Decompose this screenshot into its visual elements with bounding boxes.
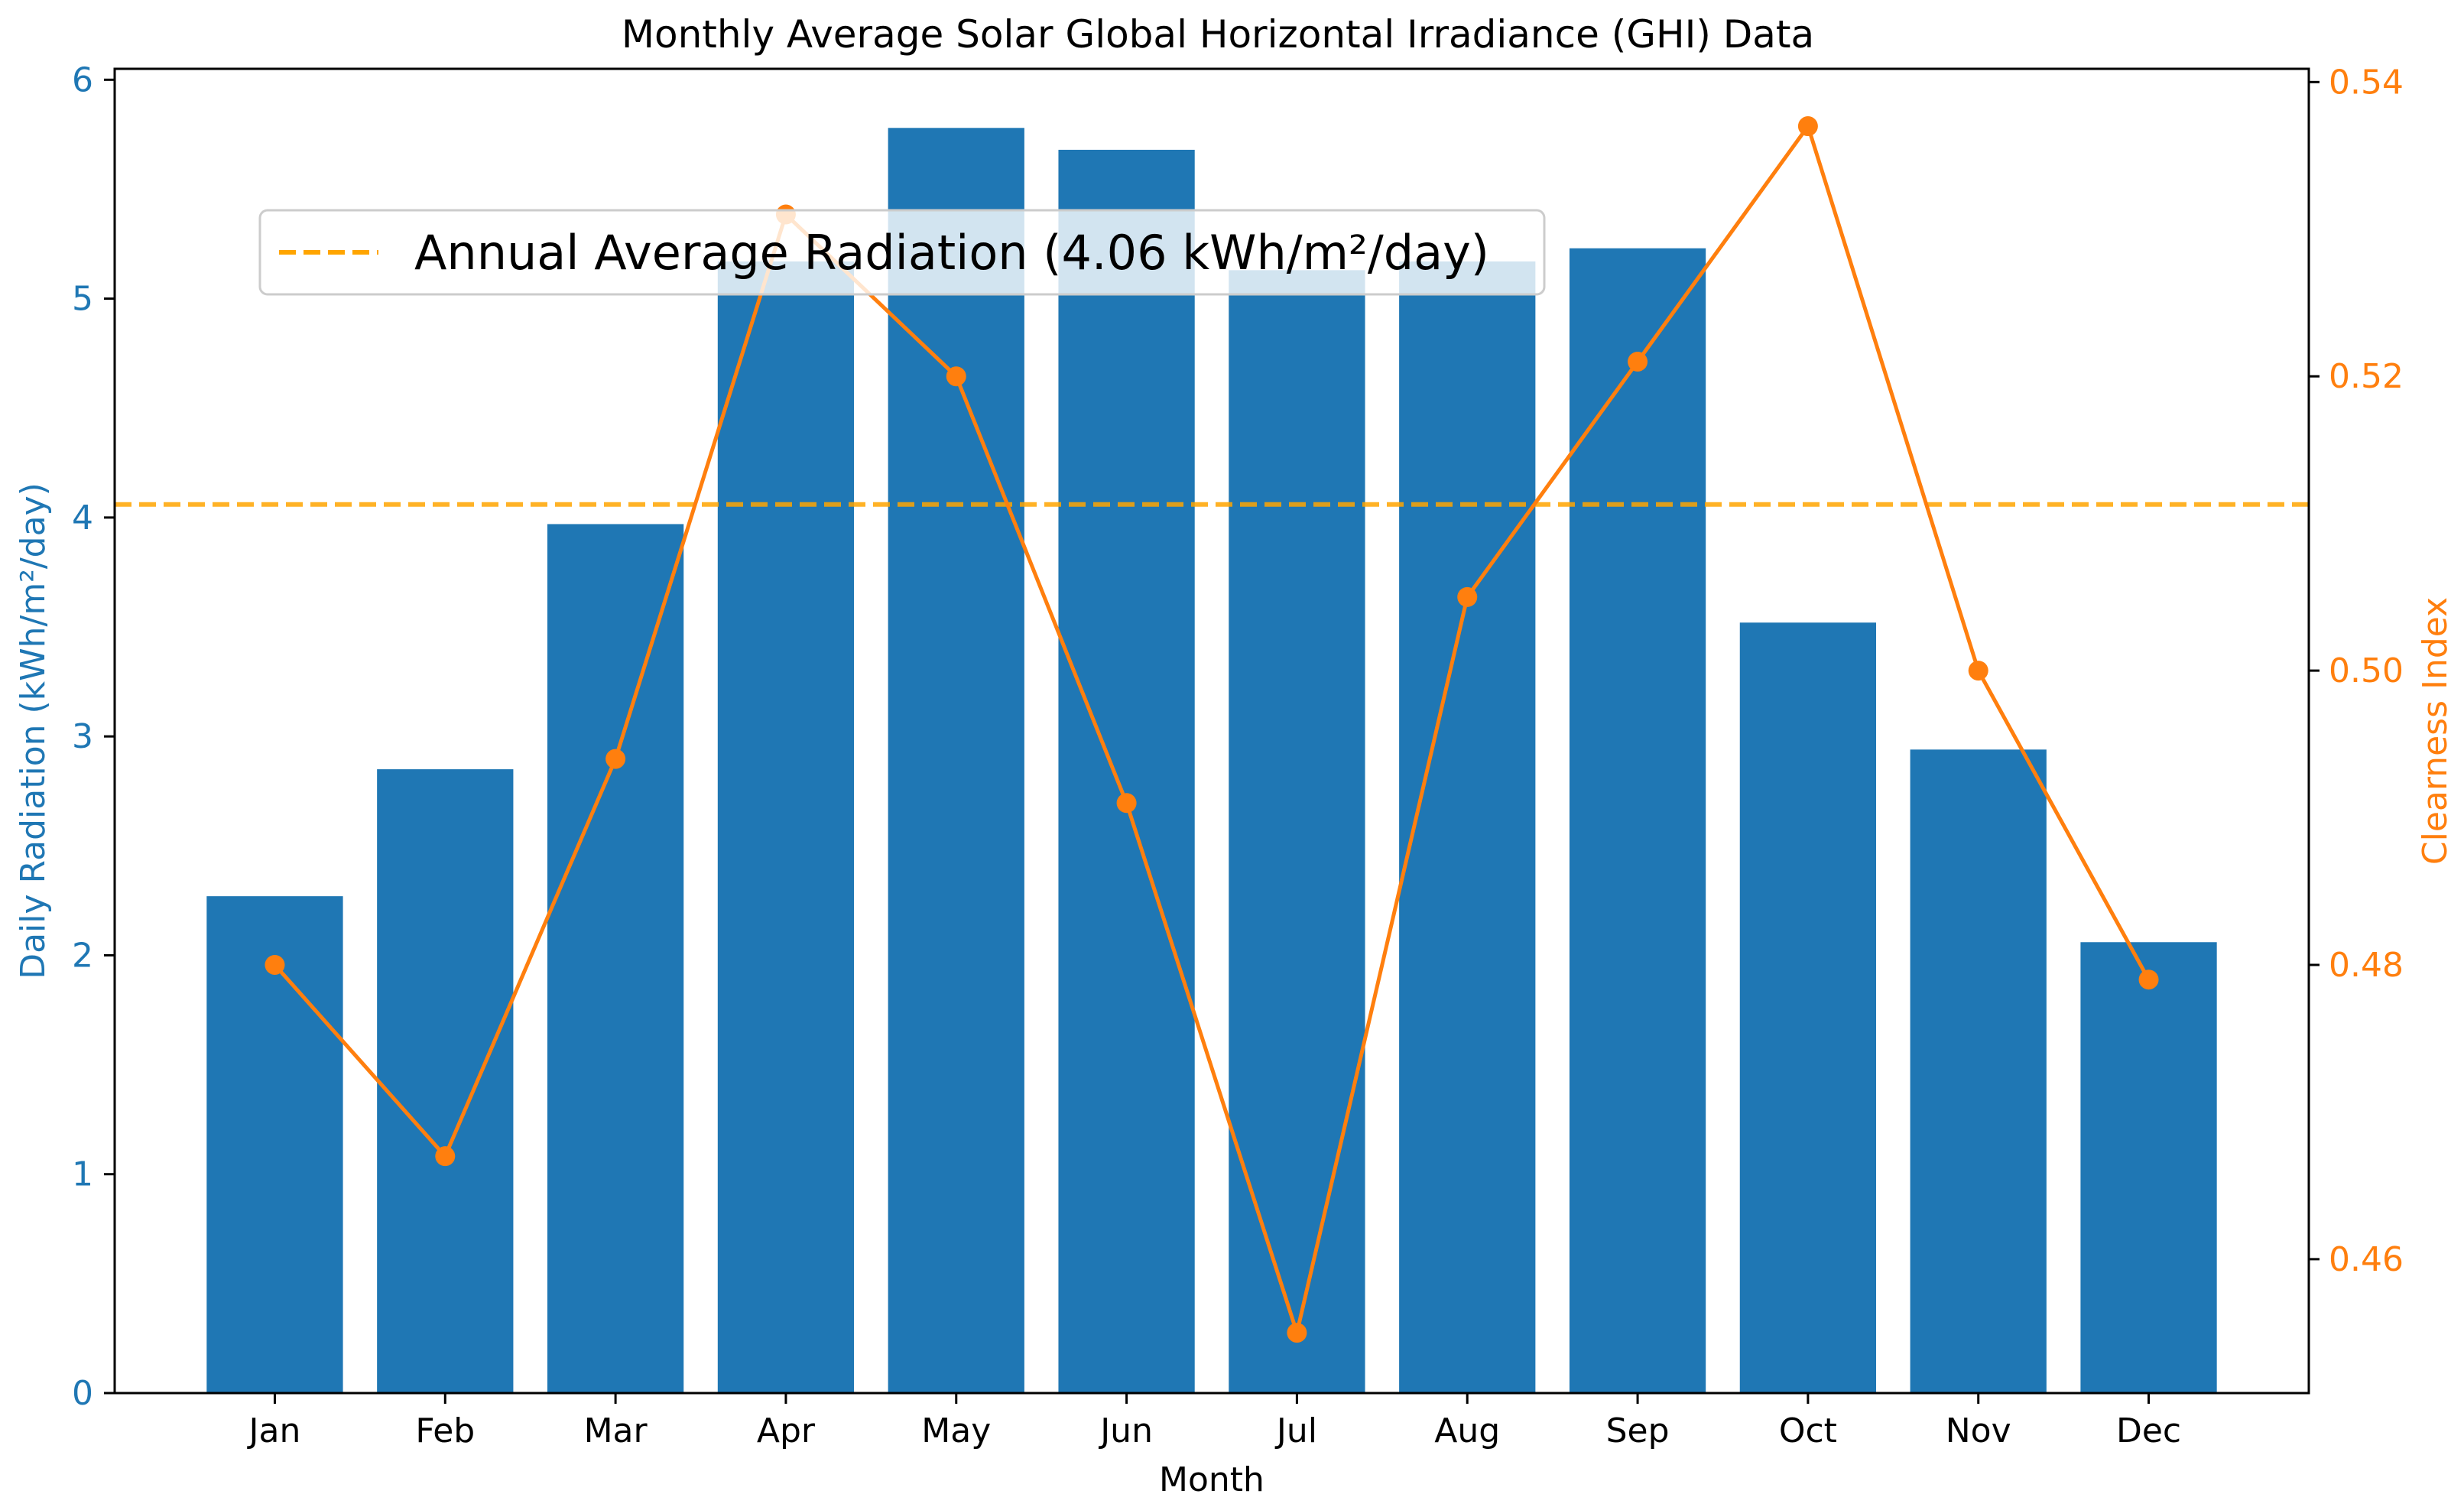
- bar-oct: [1739, 622, 1877, 1393]
- bar-jun: [1058, 149, 1195, 1394]
- clearness-point-feb: [435, 1146, 456, 1167]
- x-tick-label-feb: Feb: [415, 1411, 475, 1450]
- left-tick-label: 3: [72, 717, 93, 756]
- x-tick-label-oct: Oct: [1779, 1411, 1837, 1450]
- x-tick-label-nov: Nov: [1946, 1411, 2011, 1450]
- bar-may: [888, 128, 1024, 1393]
- left-axis-label: Daily Radiation (kWh/m²/day): [14, 482, 53, 979]
- left-tick-label: 6: [72, 60, 93, 99]
- right-tick-label: 0.48: [2329, 946, 2404, 985]
- right-tick-label: 0.46: [2329, 1240, 2404, 1279]
- bar-sep: [1569, 248, 1706, 1393]
- x-axis: Jan Feb Mar Apr May Jun Jul Aug Sep Oct Nov Dec: [247, 1393, 2181, 1450]
- bar-jul: [1229, 270, 1365, 1393]
- plot-frame: [113, 67, 2310, 1395]
- right-axis-label: Clearness Index: [2416, 597, 2455, 865]
- clearness-point-jun: [1116, 793, 1137, 814]
- right-tick-label: 0.52: [2329, 357, 2404, 396]
- bar-feb: [377, 769, 514, 1393]
- clearness-point-nov: [1968, 661, 1988, 681]
- left-tick-label: 4: [72, 499, 93, 538]
- clearness-point-aug: [1457, 586, 1478, 607]
- left-tick-label: 0: [72, 1374, 93, 1413]
- bar-aug: [1399, 261, 1536, 1394]
- x-tick-label-may: May: [921, 1411, 991, 1450]
- clearness-index-line: [273, 124, 2151, 1335]
- x-tick-label-apr: Apr: [757, 1411, 816, 1450]
- right-tick-label: 0.50: [2329, 651, 2404, 690]
- left-tick-label: 2: [72, 936, 93, 975]
- clearness-point-jul: [1287, 1323, 1307, 1343]
- bar-dec: [2080, 942, 2217, 1393]
- clearness-point-dec: [2138, 969, 2159, 990]
- bar-apr: [717, 261, 855, 1394]
- x-tick-label-jan: Jan: [247, 1411, 301, 1450]
- right-axis: 0.46 0.48 0.50 0.52 0.54: [2309, 63, 2404, 1279]
- legend-label-reference-line: Annual Average Radiation (4.06 kWh/m²/da…: [414, 225, 1489, 281]
- clearness-point-sep: [1628, 351, 1648, 372]
- bar-mar: [547, 524, 684, 1393]
- x-tick-label-mar: Mar: [584, 1411, 648, 1450]
- clearness-line-series: [265, 116, 2159, 1343]
- x-tick-label-dec: Dec: [2116, 1411, 2181, 1450]
- left-axis: 0 1 2 3 4 5 6: [72, 60, 115, 1413]
- x-axis-label: Month: [1159, 1460, 1264, 1499]
- bar-nov: [1910, 749, 2047, 1393]
- right-tick-label: 0.54: [2329, 63, 2404, 102]
- x-tick-label-aug: Aug: [1434, 1411, 1500, 1450]
- bar-jan: [206, 896, 343, 1393]
- x-tick-label-jul: Jul: [1274, 1411, 1317, 1450]
- bar-series: [206, 128, 2217, 1394]
- left-tick-label: 5: [72, 280, 93, 319]
- clearness-point-oct: [1797, 116, 1818, 137]
- x-tick-label-jun: Jun: [1098, 1411, 1153, 1450]
- left-tick-label: 1: [72, 1155, 93, 1194]
- x-tick-label-sep: Sep: [1606, 1411, 1670, 1450]
- clearness-point-mar: [605, 749, 626, 769]
- clearness-point-may: [946, 366, 966, 387]
- chart-title: Monthly Average Solar Global Horizontal …: [622, 12, 1814, 57]
- clearness-point-jan: [265, 954, 285, 975]
- legend: Annual Average Radiation (4.06 kWh/m²/da…: [258, 209, 1546, 296]
- legend-box: [258, 209, 1546, 296]
